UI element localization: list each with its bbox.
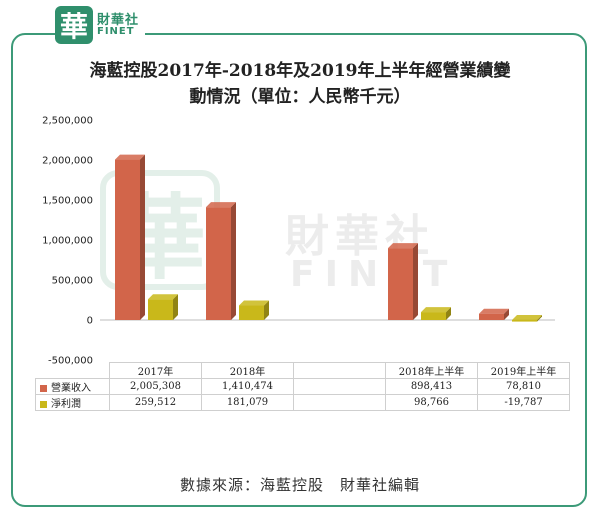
watermark-english-name: FINET [290, 254, 458, 295]
chart-title-line-1: 海藍控股2017年-2018年及2019年上半年經營業績變 [89, 61, 511, 81]
data-table-header-row: 2017年 2018年 2018年上半年 2019年上半年 [35, 362, 570, 379]
category-label: 2018年上半年 [385, 362, 478, 379]
bar [206, 207, 231, 320]
bar-side [264, 300, 269, 320]
data-label: -19,787 [477, 394, 570, 411]
bar-top [206, 202, 236, 208]
bar-side [413, 243, 418, 320]
y-tick-label: 1,500,000 [42, 196, 93, 207]
logo-chinese-name: 財華社 [97, 13, 140, 28]
data-label: 181,079 [201, 394, 294, 411]
source-note: 數據來源：海藍控股 財華社編輯 [179, 476, 420, 494]
bar-top [421, 307, 451, 313]
logo-seal-icon: 華 [55, 6, 93, 44]
category-label: 2018年 [201, 362, 294, 379]
bar-top [115, 154, 145, 160]
bar [388, 248, 413, 320]
data-table-row: 淨利潤 259,512 181,079 98,766 -19,787 [35, 394, 570, 411]
category-label [293, 362, 386, 379]
series-name: 營業收入 [51, 383, 91, 394]
chart-frame [11, 33, 587, 507]
y-tick-label: 0 [87, 316, 93, 327]
chart-title: 海藍控股2017年-2018年及2019年上半年經營業績變 動情況（單位：人民幣… [60, 58, 540, 110]
series-name: 淨利潤 [51, 399, 81, 410]
bar-side [446, 307, 451, 320]
data-table-corner [35, 362, 110, 379]
bar-side [140, 154, 145, 320]
y-tick-label: 2,000,000 [42, 156, 93, 167]
bar-side [504, 308, 509, 320]
bar [148, 299, 173, 320]
y-tick-label: 2,500,000 [42, 116, 93, 127]
bar-side [231, 202, 236, 320]
legend-entry: 營業收入 [35, 378, 110, 395]
bar [479, 313, 504, 320]
data-table-row: 營業收入 2,005,308 1,410,474 898,413 78,810 [35, 378, 570, 395]
bar-top [388, 243, 418, 249]
bar-top [239, 300, 269, 306]
data-label: 98,766 [385, 394, 478, 411]
bar-top [148, 294, 178, 300]
data-label [293, 378, 386, 395]
category-label: 2019年上半年 [477, 362, 570, 379]
bar [115, 159, 140, 320]
category-label: 2017年 [109, 362, 202, 379]
y-tick-label: 1,000,000 [42, 236, 93, 247]
data-label: 1,410,474 [201, 378, 294, 395]
bar-top [479, 308, 509, 314]
legend-swatch [40, 401, 47, 408]
bar [512, 320, 537, 322]
legend-swatch [40, 385, 47, 392]
bar [421, 312, 446, 320]
y-tick-label: 500,000 [52, 276, 93, 287]
legend-entry: 淨利潤 [35, 394, 110, 411]
bar-top [512, 315, 542, 320]
bar-side [537, 315, 542, 322]
data-label [293, 394, 386, 411]
bar-side [173, 294, 178, 320]
chart-title-line-2: 動情況（單位：人民幣千元） [189, 87, 411, 107]
finet-logo: 華 財華社 FINET [55, 6, 145, 48]
y-tick-label: -500,000 [48, 356, 93, 367]
data-table: 2017年 2018年 2018年上半年 2019年上半年 營業收入 2,005… [35, 362, 570, 411]
data-label: 898,413 [385, 378, 478, 395]
bar [239, 305, 264, 320]
logo-english-name: FINET [97, 26, 135, 37]
data-label: 78,810 [477, 378, 570, 395]
data-label: 2,005,308 [109, 378, 202, 395]
data-label: 259,512 [109, 394, 202, 411]
